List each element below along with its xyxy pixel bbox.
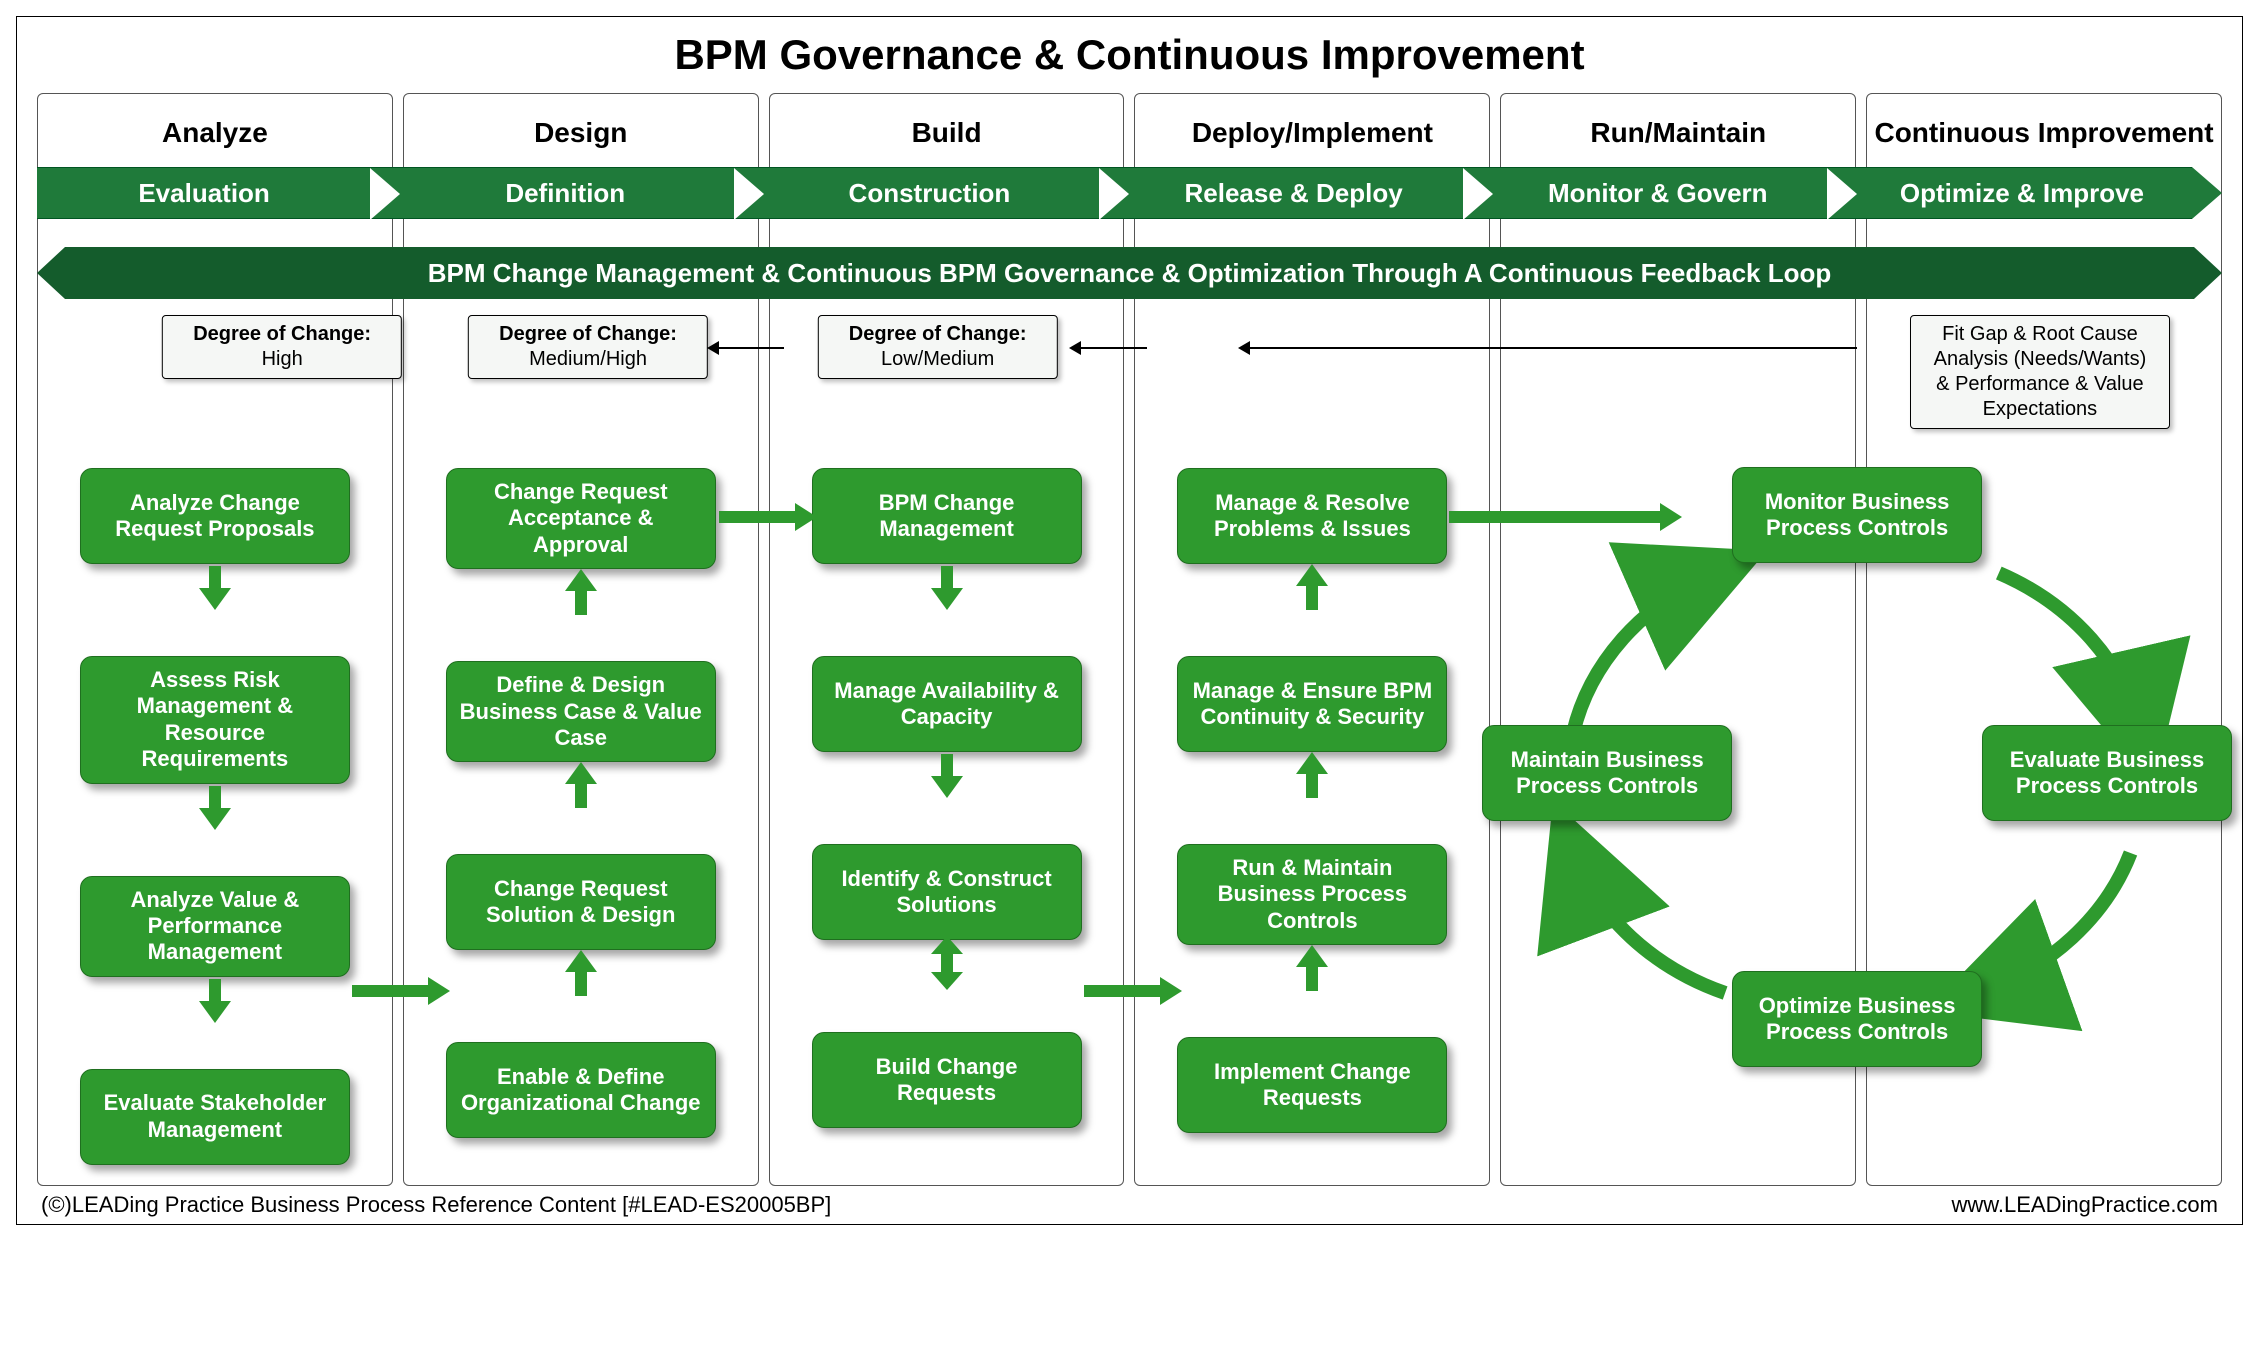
chevron-label: Release & Deploy xyxy=(1184,178,1402,209)
chevron-construction: Construction xyxy=(765,167,1129,219)
box-run-maintain-controls: Run & Maintain Business Process Controls xyxy=(1177,844,1447,945)
callout-fitgap: Fit Gap & Root Cause Analysis (Needs/Wan… xyxy=(1910,315,2170,429)
box-manage-availability: Manage Availability & Capacity xyxy=(812,656,1082,752)
chevron-label: Evaluation xyxy=(138,178,269,209)
diagram-frame: BPM Governance & Continuous Improvement … xyxy=(16,16,2243,1225)
cycle-box-monitor: Monitor Business Process Controls xyxy=(1732,467,1982,563)
phase-chevrons: Evaluation Definition Construction Relea… xyxy=(37,167,2222,219)
box-assess-risk: Assess Risk Management & Resource Requir… xyxy=(80,656,350,784)
box-change-req-solution: Change Request Solution & Design xyxy=(446,854,716,950)
box-define-business-case: Define & Design Business Case & Value Ca… xyxy=(446,661,716,762)
design-stack: Change Request Acceptance & Approval Def… xyxy=(404,468,758,1138)
box-manage-problems: Manage & Resolve Problems & Issues xyxy=(1177,468,1447,564)
feedback-banner: BPM Change Management & Continuous BPM G… xyxy=(37,247,2222,299)
harrow-2to3 xyxy=(719,509,817,525)
callout-medhigh: Degree of Change: Medium/High xyxy=(468,315,708,379)
box-ensure-continuity: Manage & Ensure BPM Continuity & Securit… xyxy=(1177,656,1447,752)
box-change-req-approval: Change Request Acceptance & Approval xyxy=(446,468,716,569)
harrow-4tocycle xyxy=(1449,509,1683,525)
box-identify-construct: Identify & Construct Solutions xyxy=(812,844,1082,940)
thin-arrow xyxy=(1250,347,1857,349)
build-stack: BPM Change Management Manage Availabilit… xyxy=(770,468,1124,1128)
callout-title: Degree of Change: xyxy=(179,322,385,347)
box-enable-org-change: Enable & Define Organizational Change xyxy=(446,1042,716,1138)
callout-title: Degree of Change: xyxy=(835,322,1041,347)
controls-cycle: Monitor Business Process Controls Evalua… xyxy=(1492,453,2222,1093)
cycle-box-maintain: Maintain Business Process Controls xyxy=(1482,725,1732,821)
chevron-evaluation: Evaluation xyxy=(37,167,401,219)
column-header: Run/Maintain xyxy=(1501,94,1855,168)
column-header: Continuous Improvement xyxy=(1867,94,2221,168)
footer-left: (©)LEADing Practice Business Process Ref… xyxy=(41,1192,831,1218)
banner-text: BPM Change Management & Continuous BPM G… xyxy=(428,258,1832,289)
thin-arrow xyxy=(719,347,785,349)
callout-value: High xyxy=(262,348,303,370)
box-bpm-change-mgmt: BPM Change Management xyxy=(812,468,1082,564)
callout-lowmed: Degree of Change: Low/Medium xyxy=(818,315,1058,379)
chevron-label: Construction xyxy=(849,178,1011,209)
harrow-3to4 xyxy=(1084,983,1182,999)
callout-title: Degree of Change: xyxy=(485,322,691,347)
degree-of-change-row: Degree of Change: High Degree of Change:… xyxy=(37,315,2222,425)
box-analyze-proposals: Analyze Change Request Proposals xyxy=(80,468,350,564)
box-analyze-value: Analyze Value & Performance Management xyxy=(80,876,350,977)
deploy-stack: Manage & Resolve Problems & Issues Manag… xyxy=(1135,468,1489,1133)
box-implement-change-requests: Implement Change Requests xyxy=(1177,1037,1447,1133)
chevron-definition: Definition xyxy=(401,167,765,219)
analyze-stack: Analyze Change Request Proposals Assess … xyxy=(38,468,392,1165)
callout-text: Fit Gap & Root Cause Analysis (Needs/Wan… xyxy=(1934,323,2147,420)
chevron-optimize: Optimize & Improve xyxy=(1858,167,2222,219)
column-header: Deploy/Implement xyxy=(1135,94,1489,168)
columns-row: Evaluation Definition Construction Relea… xyxy=(37,93,2222,1186)
footer-right: www.LEADingPractice.com xyxy=(1951,1192,2218,1218)
column-header: Design xyxy=(404,94,758,168)
chevron-label: Optimize & Improve xyxy=(1900,178,2144,209)
box-build-change-requests: Build Change Requests xyxy=(812,1032,1082,1128)
callout-value: Low/Medium xyxy=(881,348,994,370)
footer: (©)LEADing Practice Business Process Ref… xyxy=(37,1186,2222,1218)
box-evaluate-stakeholder: Evaluate Stakeholder Management xyxy=(80,1069,350,1165)
chevron-release: Release & Deploy xyxy=(1130,167,1494,219)
column-header: Build xyxy=(770,94,1124,168)
chevron-monitor: Monitor & Govern xyxy=(1494,167,1858,219)
cycle-box-evaluate: Evaluate Business Process Controls xyxy=(1982,725,2232,821)
diagram-title: BPM Governance & Continuous Improvement xyxy=(37,31,2222,79)
callout-value: Medium/High xyxy=(529,348,647,370)
thin-arrow xyxy=(1081,347,1147,349)
column-header: Analyze xyxy=(38,94,392,168)
cycle-box-optimize: Optimize Business Process Controls xyxy=(1732,971,1982,1067)
chevron-label: Definition xyxy=(505,178,625,209)
callout-high: Degree of Change: High xyxy=(162,315,402,379)
chevron-label: Monitor & Govern xyxy=(1548,178,1768,209)
harrow-1to2 xyxy=(352,983,450,999)
